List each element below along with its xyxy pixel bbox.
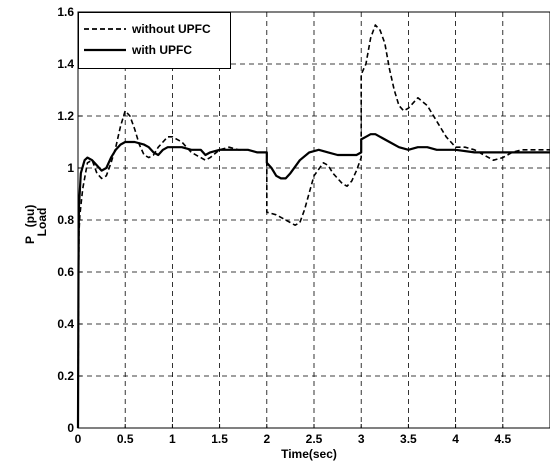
x-tick-label: 4.5 — [494, 432, 511, 446]
legend: without UPFC with UPFC — [78, 12, 231, 69]
y-tick-label: 0.6 — [57, 265, 74, 279]
y-axis-label-unit: (pu) — [23, 205, 37, 228]
x-tick-label: 3.5 — [400, 432, 417, 446]
x-tick-label: 4 — [452, 432, 459, 446]
x-tick-label: 2.5 — [306, 432, 323, 446]
grid — [78, 12, 550, 428]
ticks: 0 0.5 1 1.5 2 2.5 3 3.5 4 4.5 0 0.2 0.4 0.6 0.8 1 1.2 1.4… — [57, 5, 511, 446]
y-axis-label-main: P — [23, 236, 37, 244]
x-tick-label: 1 — [169, 432, 176, 446]
legend-label-with-upfc: with UPFC — [131, 43, 192, 57]
x-tick-label: 0.5 — [117, 432, 134, 446]
x-tick-label: 0 — [75, 432, 82, 446]
y-tick-label: 1.4 — [57, 57, 74, 71]
x-tick-label: 1.5 — [211, 432, 228, 446]
y-tick-label: 1 — [67, 161, 74, 175]
y-tick-label: 0.8 — [57, 213, 74, 227]
legend-label-without-upfc: without UPFC — [131, 22, 211, 36]
y-tick-label: 1.6 — [57, 5, 74, 19]
y-tick-label: 0.2 — [57, 369, 74, 383]
x-axis-label: Time(sec) — [281, 447, 337, 461]
y-axis-label-subscript: Load — [35, 208, 49, 237]
y-axis-label: P Load (pu) — [23, 205, 49, 244]
series-line-with-upfc — [76, 133, 550, 429]
y-tick-label: 1.2 — [57, 109, 74, 123]
series-line-without-upfc — [77, 24, 550, 429]
x-tick-label: 2 — [263, 432, 270, 446]
x-tick-label: 3 — [358, 432, 365, 446]
legend-box — [78, 12, 231, 69]
y-tick-label: 0 — [67, 421, 74, 435]
y-tick-label: 0.4 — [57, 317, 74, 331]
series-layer — [76, 24, 550, 429]
